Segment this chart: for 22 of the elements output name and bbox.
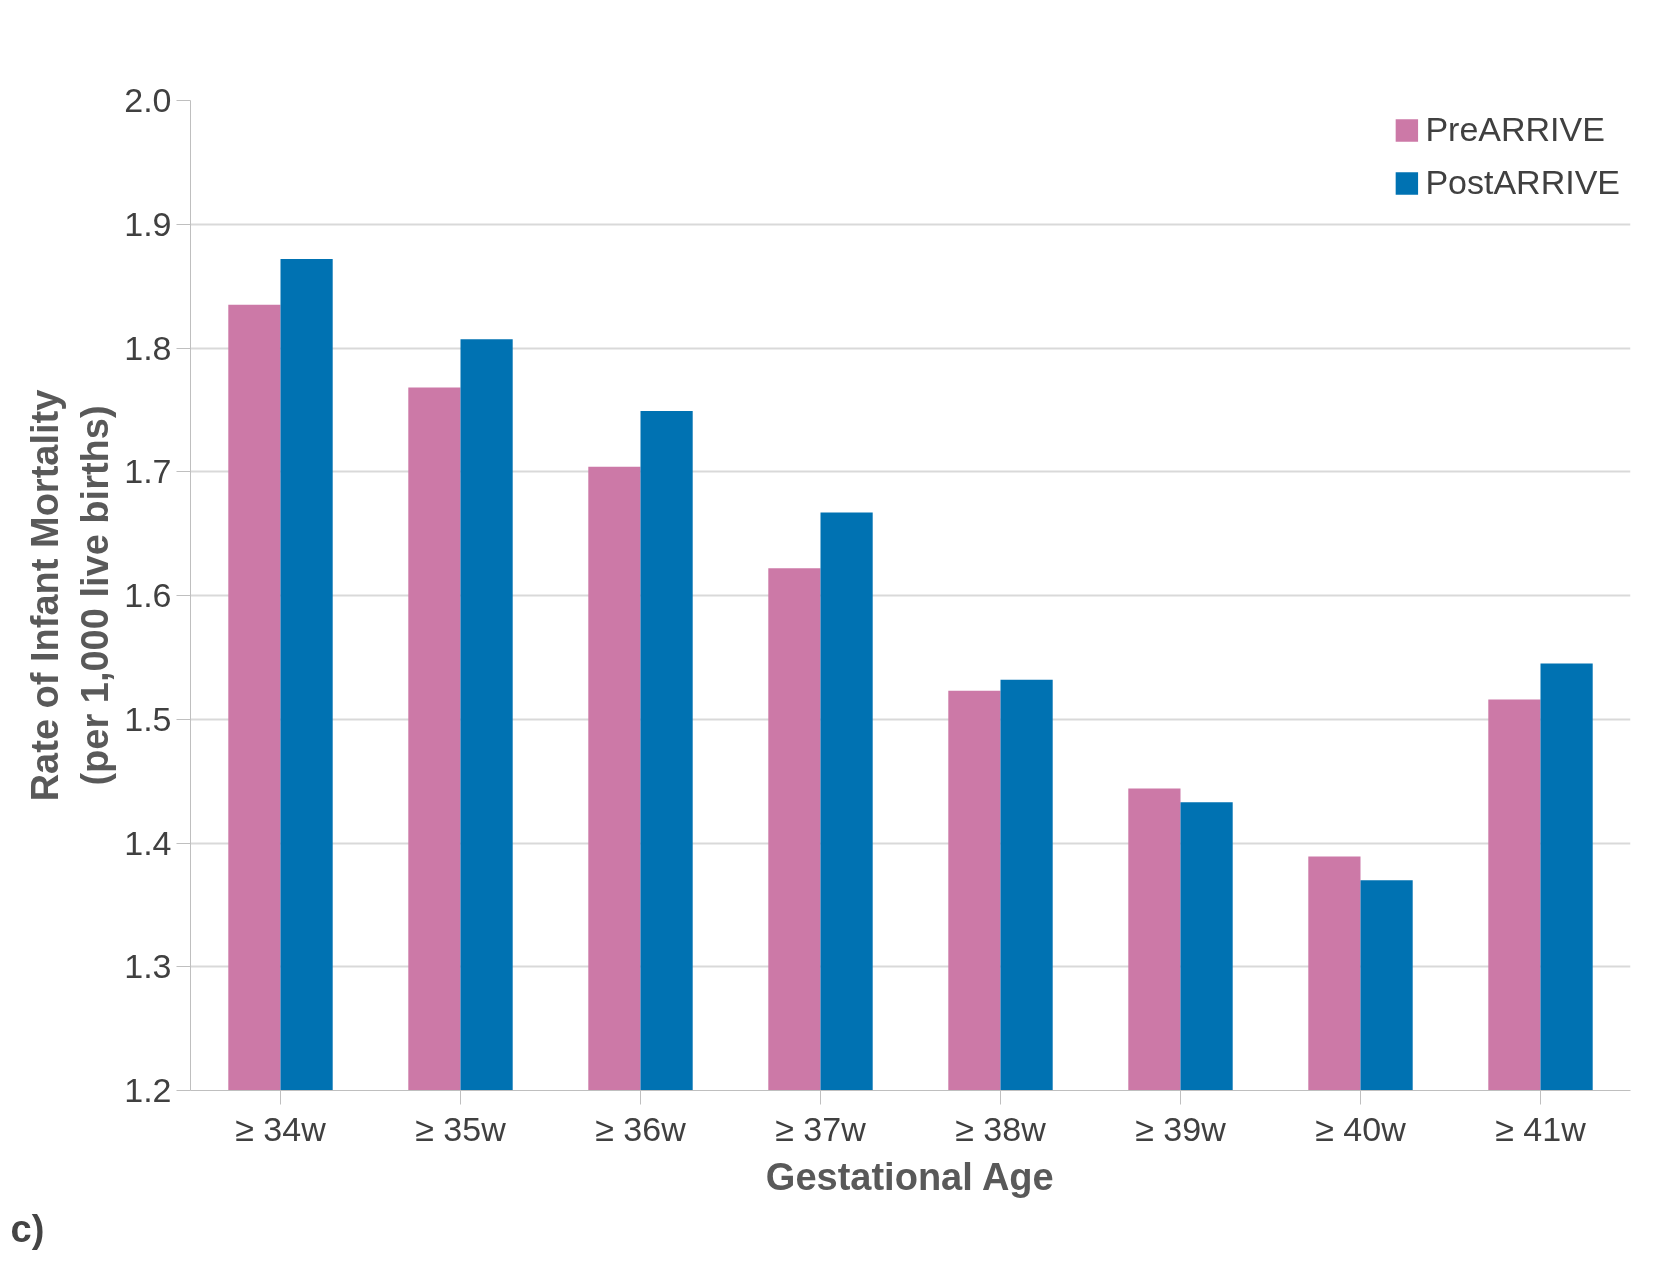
x-tick-label: ≥ 39w bbox=[1135, 1109, 1227, 1148]
y-tick-label: 1.3 bbox=[124, 947, 172, 986]
x-tick-label: ≥ 38w bbox=[955, 1109, 1047, 1148]
y-tick-label: 1.4 bbox=[124, 823, 172, 862]
legend-label: PreARRIVE bbox=[1425, 110, 1605, 149]
y-tick-label: 1.6 bbox=[124, 576, 172, 614]
x-tick-label: ≥ 35w bbox=[415, 1109, 507, 1148]
x-tick-label: ≥ 34w bbox=[235, 1109, 327, 1148]
x-tick-label: ≥ 37w bbox=[775, 1109, 867, 1148]
y-tick-label: 1.7 bbox=[124, 452, 172, 491]
y-tick-label: 1.8 bbox=[124, 328, 172, 367]
y-tick-label: 1.5 bbox=[124, 699, 172, 738]
x-axis-title: Gestational Age bbox=[765, 1155, 1054, 1198]
legend-label: PostARRIVE bbox=[1425, 163, 1620, 202]
y-tick-label: 1.2 bbox=[124, 1071, 172, 1109]
x-tick-label: ≥ 41w bbox=[1495, 1109, 1587, 1148]
y-axis-title: Rate of Infant Mortality (per 1,000 live births) bbox=[23, 389, 117, 802]
y-tick-label: 1.9 bbox=[124, 204, 172, 243]
text: c) bbox=[10, 1207, 45, 1250]
y-tick-label: 2.0 bbox=[124, 81, 172, 119]
x-tick-label: ≥ 36w bbox=[595, 1109, 687, 1148]
x-tick-label: ≥ 40w bbox=[1315, 1109, 1407, 1148]
